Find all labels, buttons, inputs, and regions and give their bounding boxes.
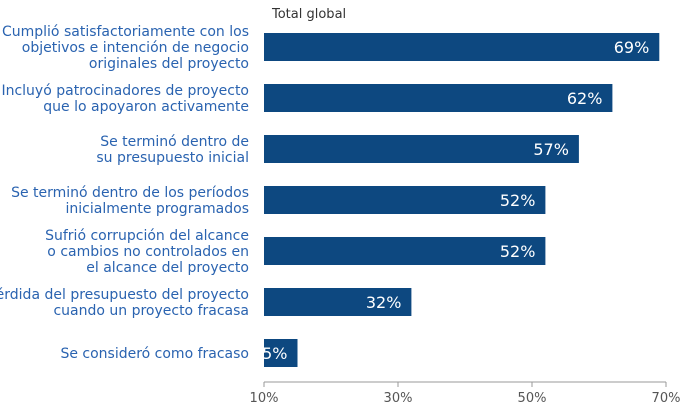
x-tick-label: 70% (652, 391, 681, 406)
bars-group (264, 33, 660, 367)
bar-6 (264, 288, 412, 316)
value-label-5: 52% (500, 242, 536, 261)
category-label-line: originales del proyecto (89, 56, 249, 72)
bar-5 (264, 237, 546, 265)
category-label-line: Se consideró como fracaso (60, 346, 249, 362)
category-labels-group: Cumplió satisfactoriamente con los objeti… (0, 24, 249, 362)
category-label-line: o cambios no controlados en (47, 244, 249, 260)
value-label-6: 32% (366, 293, 402, 312)
category-label-4: Se terminó dentro de los períodos inicial… (11, 185, 249, 217)
category-label-2: Incluyó patrocinadores de proyecto que lo… (1, 83, 249, 115)
x-tick-label: 50% (518, 391, 547, 406)
category-label-line: que lo apoyaron activamente (43, 99, 249, 115)
category-label-6: Pérdida del presupuesto del proyecto cuan… (0, 287, 249, 319)
category-label-line: inicialmente programados (66, 201, 249, 217)
category-label-line: Se terminó dentro de (100, 134, 249, 150)
category-label-line: el alcance del proyecto (86, 260, 249, 276)
category-label-1: Cumplió satisfactoriamente con los objeti… (2, 24, 249, 72)
category-label-3: Se terminó dentro de su presupuesto inici… (96, 134, 249, 166)
x-axis-ticks-group: 10% 30% 50% 70% (250, 382, 681, 406)
value-labels-group: 69% 62% 57% 52% 52% 32% 15% (252, 38, 649, 363)
bar-4 (264, 186, 546, 214)
category-label-5: Sufrió corrupción del alcance o cambios n… (45, 228, 249, 276)
bar-1 (264, 33, 660, 61)
value-label-1: 69% (614, 38, 650, 57)
value-label-3: 57% (533, 140, 569, 159)
category-label-line: Se terminó dentro de los períodos (11, 185, 249, 201)
category-label-line: cuando un proyecto fracasa (53, 303, 249, 319)
category-label-line: objetivos e intención de negocio (22, 40, 249, 56)
bar-2 (264, 84, 613, 112)
category-label-line: Incluyó patrocinadores de proyecto (1, 83, 249, 99)
x-tick-label: 30% (384, 391, 413, 406)
bar-7 (264, 339, 298, 367)
category-label-7: Se consideró como fracaso (60, 346, 249, 362)
category-label-line: su presupuesto inicial (96, 150, 249, 166)
category-label-line: Pérdida del presupuesto del proyecto (0, 287, 249, 303)
category-label-line: Sufrió corrupción del alcance (45, 228, 249, 244)
category-label-line: Cumplió satisfactoriamente con los (2, 24, 249, 40)
bar-3 (264, 135, 579, 163)
value-label-2: 62% (567, 89, 603, 108)
x-tick-label: 10% (250, 391, 279, 406)
chart-subtitle: Total global (271, 7, 346, 22)
value-label-4: 52% (500, 191, 536, 210)
value-label-7: 15% (252, 344, 288, 363)
